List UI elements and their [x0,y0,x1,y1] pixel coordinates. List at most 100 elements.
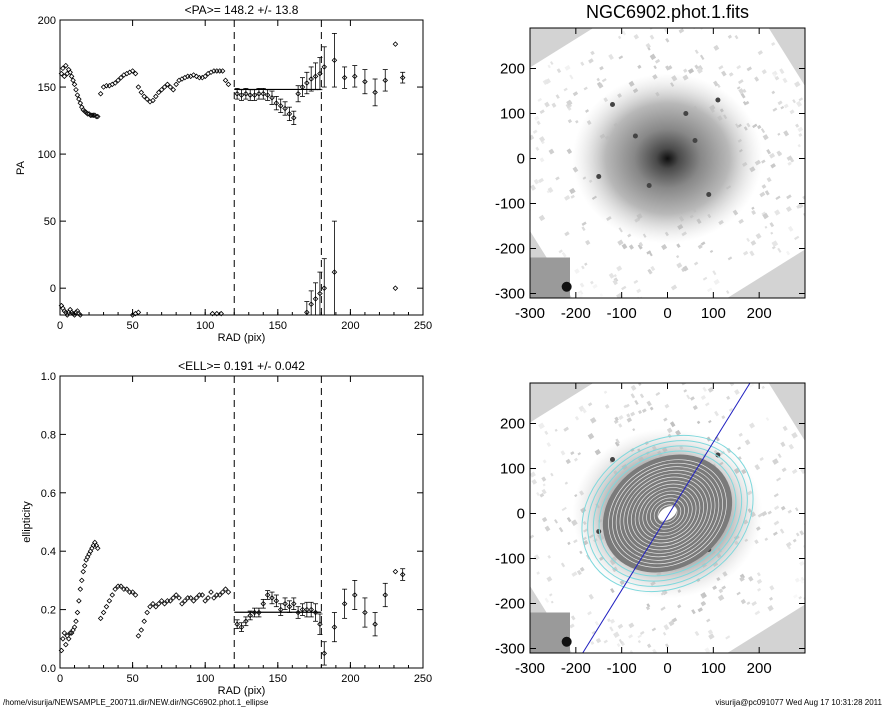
img_top-noise [533,178,540,185]
footer-user-timestamp: visurija@pc091077 Wed Aug 17 10:31:28 20… [715,698,882,707]
img_bot-noise [587,402,593,407]
img_bot-noise [581,408,587,414]
pa-point-outer [260,90,267,97]
img_bot-noise [603,390,608,394]
pa-point-outer [312,73,319,80]
pa-point-inner [76,96,82,102]
ell-point-outer [321,650,328,657]
img_top-noise [837,215,842,219]
img_top-noise [601,78,607,83]
img_top-noise [789,109,795,115]
img_bot-noise [589,417,597,424]
img_bot-ytick-label: -200 [495,596,525,613]
img_bot-noise [781,467,787,473]
img_top-noise [676,243,681,248]
img_top-noise [555,176,560,181]
img_top-noise [709,249,714,254]
img_top-noise [555,94,560,99]
img_top-noise [520,186,525,191]
img_top-noise [621,243,628,250]
img_top-noise [774,209,781,216]
img_bot-noise [577,452,582,456]
img_bot-noise [588,593,594,600]
img_top-noise [678,28,685,34]
pa-point-outer [282,105,288,112]
img_top-noise [675,315,680,320]
img_top-noise [735,0,739,1]
img_top-noise [811,156,816,161]
img_bot-noise [808,582,812,586]
ell-point-inner [80,568,86,575]
img_top-noise [517,187,522,192]
pa-point-outer [392,41,399,47]
img_top-noise [508,135,512,139]
img_bot-noise [650,660,656,665]
img_top-noise [667,65,673,70]
img_top-noise [787,161,792,166]
img_bot-noise [739,576,745,582]
img_top-star [596,174,602,179]
footer-path: /home/visurija/NEWSAMPLE_200711.dir/NEW.… [3,698,269,707]
ell-point-outer [269,595,275,601]
img_top-noise [599,293,604,297]
img_bot-noise [738,432,743,437]
img_top-noise [702,276,708,281]
img_top-noise [693,261,699,266]
img_top-noise [547,187,554,193]
img_bot-noise [681,383,686,386]
img_bot-noise [708,633,715,640]
img_top-noise [556,68,562,74]
img_bot-noise [728,407,734,412]
img_top-noise [700,241,706,246]
img_top-noise [633,279,639,284]
ell-point-inner [129,589,136,595]
ell-point-outer [312,609,319,616]
img_top-noise [834,217,839,223]
img_top-noise [760,128,766,134]
ell-point-inner [86,551,92,557]
img_top-noise [766,149,771,155]
img_bot-isophote [646,494,689,533]
ell-point-inner [106,598,113,604]
img_bot-noise [637,409,643,415]
ell-point-inner [94,545,101,552]
ell-point-outer [234,621,240,627]
img_top-noise [638,241,644,247]
img_bot-noise [491,508,497,514]
img_bot-noise [663,417,668,422]
img_bot-noise [563,426,570,432]
img_bot-noise [814,567,819,572]
img_bot-noise [573,457,578,462]
img_bot-noise [822,489,826,493]
pa-point-low [218,310,224,317]
img_top-noise [534,115,540,121]
ell-point-inner [73,618,79,625]
img_bot-noise [721,415,726,420]
pa-point-low [77,312,84,318]
img_bot-corner-patch [530,612,570,653]
ell-point-outer [392,568,399,575]
img_bot-noise [478,474,484,480]
img_bot-noise [702,386,707,392]
img_bot-noise [712,358,718,363]
img_bot-isophote [615,466,720,561]
ell-point-inner [83,557,89,563]
img_top-noise [567,118,573,124]
img_bot-noise [765,417,770,421]
img_bot-noise [618,423,623,428]
img_top-xtick-label: -200 [561,305,591,322]
pa-point-outer [321,64,328,70]
img_bot-noise [544,525,551,532]
img_bot-noise [626,413,631,418]
img_bot-noise [560,450,566,456]
pa-point-outer [234,90,240,97]
img_top-noise [794,81,801,88]
img_top-noise [795,123,800,128]
img_top-noise [786,194,792,200]
pa-point-low [135,309,142,316]
img_top-noise [783,103,789,109]
pa-point-inner [84,111,91,117]
img_bot-noise [566,517,572,523]
img_bot-noise [736,591,741,596]
img_top-noise [575,119,579,124]
